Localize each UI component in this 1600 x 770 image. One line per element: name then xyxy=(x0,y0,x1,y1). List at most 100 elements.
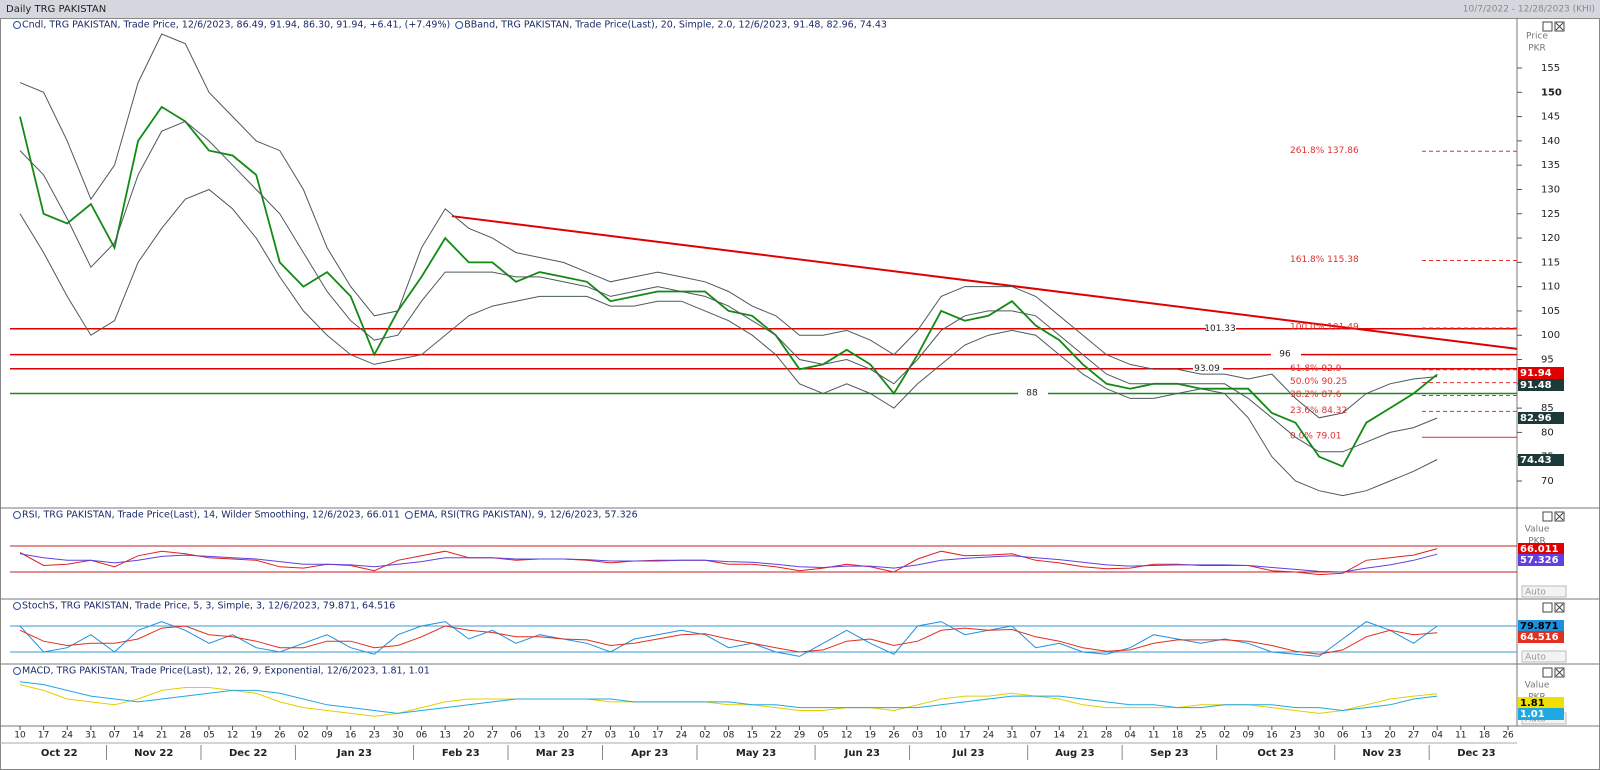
x-tick-label: 28 xyxy=(180,731,192,741)
value-box-label: 64.516 xyxy=(1520,632,1559,643)
month-label: Feb 23 xyxy=(442,748,480,759)
header-icon xyxy=(13,21,21,29)
x-tick-label: 08 xyxy=(723,731,735,741)
hline-label: 88 xyxy=(1026,389,1038,399)
x-tick-label: 10 xyxy=(628,731,640,741)
value-box-label: 74.43 xyxy=(1520,455,1552,466)
x-tick-label: 23 xyxy=(1290,731,1301,741)
x-tick-label: 24 xyxy=(62,731,74,741)
window-title: Daily TRG PAKISTAN xyxy=(6,4,106,15)
x-tick-label: 19 xyxy=(250,731,262,741)
x-tick-label: 12 xyxy=(841,731,852,741)
header-text: Cndl, TRG PAKISTAN, Trade Price, 12/6/20… xyxy=(22,20,450,31)
header-text: MACD, TRG PAKISTAN, Trade Price(Last), 1… xyxy=(22,666,430,677)
y-tick-label: 80 xyxy=(1541,427,1554,438)
series-line xyxy=(19,681,1438,714)
x-tick-label: 16 xyxy=(1266,731,1278,741)
month-label: Mar 23 xyxy=(536,748,575,759)
header-text: BBand, TRG PAKISTAN, Trade Price(Last), … xyxy=(464,20,887,31)
month-label: Oct 23 xyxy=(1257,748,1294,759)
x-tick-label: 10 xyxy=(14,731,26,741)
value-box-label: 1.01 xyxy=(1520,709,1545,720)
month-label: Oct 22 xyxy=(41,748,78,759)
month-label: Dec 22 xyxy=(229,748,267,759)
x-tick-label: 13 xyxy=(1361,731,1372,741)
month-label: Nov 22 xyxy=(134,748,173,759)
auto-button[interactable] xyxy=(1521,650,1567,663)
y-tick-label: 135 xyxy=(1541,160,1560,171)
fib-label: 0.0% 79.01 xyxy=(1290,432,1342,442)
x-tick-label: 31 xyxy=(1006,731,1017,741)
value-box xyxy=(1518,697,1564,709)
value-box-label: 57.326 xyxy=(1520,555,1559,566)
x-tick-label: 09 xyxy=(321,731,333,741)
x-tick-label: 06 xyxy=(416,731,428,741)
month-label: Jun 23 xyxy=(844,748,880,759)
hline-label-bg xyxy=(1206,322,1236,334)
value-box xyxy=(1518,554,1564,566)
y-unit: PKR xyxy=(1528,44,1546,54)
x-tick-label: 06 xyxy=(510,731,522,741)
x-tick-label: 29 xyxy=(794,731,806,741)
series-line xyxy=(19,621,1438,657)
close-icon xyxy=(1555,22,1564,31)
panel-button[interactable] xyxy=(1542,511,1553,522)
y-tick-label: 85 xyxy=(1541,403,1554,414)
panel-button[interactable] xyxy=(1542,21,1553,32)
x-tick-label: 30 xyxy=(1313,731,1325,741)
y-tick-label: 155 xyxy=(1541,63,1560,74)
y-tick-label: 95 xyxy=(1541,355,1554,366)
x-tick-label: 18 xyxy=(1172,731,1184,741)
value-box-label: 66.011 xyxy=(1520,544,1559,555)
value-box-label: 82.96 xyxy=(1520,413,1552,424)
y-tick-label: 70 xyxy=(1541,476,1554,487)
fib-label: 100.0% 101.49 xyxy=(1290,322,1359,332)
month-label: Dec 23 xyxy=(1457,748,1495,759)
header-text: StochS, TRG PAKISTAN, Trade Price, 5, 3,… xyxy=(22,601,395,612)
value-box xyxy=(1518,543,1564,555)
y-tick-label: 105 xyxy=(1541,306,1560,317)
y-tick-label: 120 xyxy=(1541,233,1560,244)
x-tick-label: 17 xyxy=(959,731,970,741)
y-unit: Price xyxy=(1526,32,1548,42)
auto-label: Auto xyxy=(1525,653,1546,663)
month-label: Jan 23 xyxy=(336,748,372,759)
panel-button[interactable] xyxy=(1542,602,1553,613)
month-label: Apr 23 xyxy=(631,748,668,759)
auto-button[interactable] xyxy=(1521,585,1567,598)
x-tick-label: 26 xyxy=(1502,731,1514,741)
value-box xyxy=(1518,454,1564,466)
y-tick-label: 100 xyxy=(1541,330,1560,341)
x-tick-label: 15 xyxy=(746,731,757,741)
series-line xyxy=(19,684,1438,717)
x-tick-label: 23 xyxy=(369,731,380,741)
series-line xyxy=(19,188,1438,497)
value-box-label: 91.48 xyxy=(1520,380,1552,391)
x-tick-label: 04 xyxy=(1431,731,1443,741)
x-tick-label: 09 xyxy=(1243,731,1255,741)
header-icon xyxy=(13,667,21,675)
x-tick-label: 02 xyxy=(1219,731,1230,741)
panel-button[interactable] xyxy=(1542,667,1553,678)
x-tick-label: 20 xyxy=(463,731,475,741)
x-tick-label: 14 xyxy=(1054,731,1066,741)
month-label: Nov 23 xyxy=(1362,748,1401,759)
y-unit: Value xyxy=(1525,681,1550,691)
y-tick-label: 150 xyxy=(1541,87,1562,98)
x-tick-label: 07 xyxy=(1030,731,1041,741)
x-tick-label: 07 xyxy=(109,731,120,741)
y-tick-label: 110 xyxy=(1541,282,1560,293)
x-tick-label: 17 xyxy=(652,731,663,741)
x-tick-label: 16 xyxy=(345,731,357,741)
x-tick-label: 14 xyxy=(132,731,144,741)
x-tick-label: 30 xyxy=(392,731,404,741)
x-tick-label: 18 xyxy=(1479,731,1491,741)
y-tick-label: 145 xyxy=(1541,112,1560,123)
header-text: RSI, TRG PAKISTAN, Trade Price(Last), 14… xyxy=(22,510,400,521)
y-unit: Value xyxy=(1525,525,1550,535)
header-text: EMA, RSI(TRG PAKISTAN), 9, 12/6/2023, 57… xyxy=(414,510,638,521)
series-line xyxy=(19,553,1438,573)
x-tick-label: 02 xyxy=(699,731,710,741)
value-box xyxy=(1518,708,1564,720)
